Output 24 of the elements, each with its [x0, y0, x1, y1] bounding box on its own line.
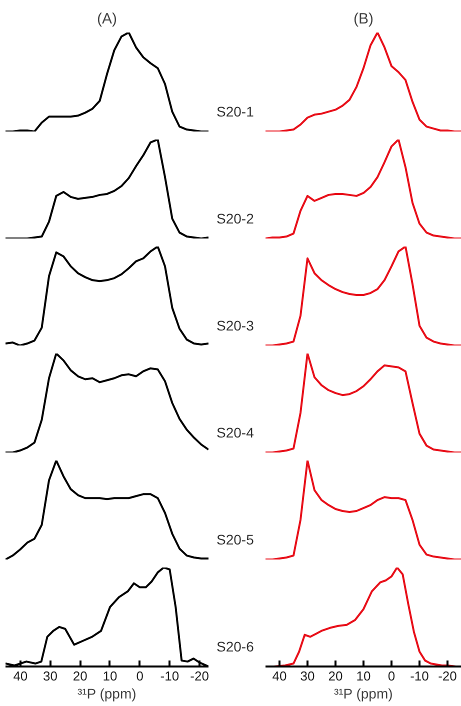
- x-tick-label: 0: [388, 668, 396, 684]
- text: S20-5: [216, 532, 254, 548]
- x-tick-label: -10: [410, 668, 429, 684]
- x-tick-label: 40: [272, 668, 287, 684]
- x-tick-label: 40: [13, 668, 28, 684]
- text: S20-2: [216, 210, 254, 227]
- x-tick-label: 10: [102, 668, 118, 684]
- x-tick-label: 10: [356, 668, 371, 684]
- x-axis-title: ³¹P (ppm): [77, 686, 136, 702]
- text: S20-4: [216, 424, 254, 441]
- x-tick-label: 20: [328, 668, 343, 684]
- x-tick-label: 30: [43, 668, 58, 684]
- text: S20-1: [216, 104, 254, 120]
- x-tick-label: -20: [438, 668, 457, 684]
- x-tick-label: 0: [136, 668, 144, 684]
- text: S20-6: [216, 638, 254, 655]
- chart-title: (A): [97, 10, 117, 28]
- x-tick-label: 30: [300, 668, 315, 684]
- x-tick-label: -10: [160, 668, 180, 684]
- text: S20-3: [216, 318, 254, 334]
- x-tick-label: 20: [72, 668, 88, 684]
- x-axis-title: ³¹P (ppm): [334, 686, 393, 702]
- chart-title: (B): [354, 10, 374, 28]
- x-tick-label: -20: [190, 668, 209, 684]
